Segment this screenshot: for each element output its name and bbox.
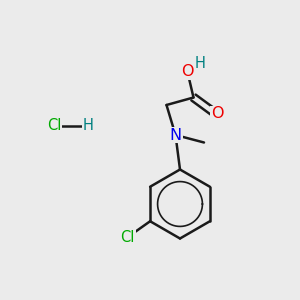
Text: O: O bbox=[181, 64, 194, 79]
Text: Cl: Cl bbox=[120, 230, 135, 245]
Text: N: N bbox=[169, 128, 181, 142]
Text: H: H bbox=[195, 56, 206, 70]
Text: Cl: Cl bbox=[47, 118, 61, 134]
Text: O: O bbox=[211, 106, 223, 122]
Text: H: H bbox=[83, 118, 94, 134]
